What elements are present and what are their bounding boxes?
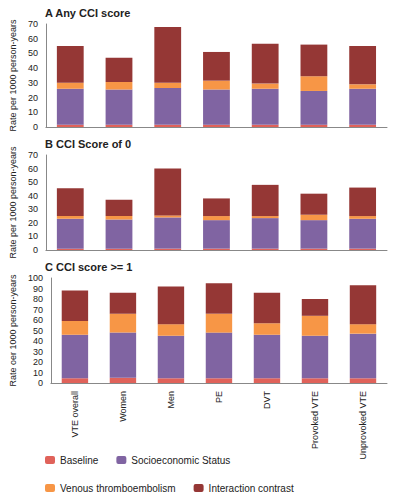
svg-text:70: 70 xyxy=(28,19,38,29)
svg-text:60: 60 xyxy=(33,315,43,325)
svg-text:50: 50 xyxy=(33,326,43,336)
svg-text:30: 30 xyxy=(28,204,38,214)
svg-text:Rate oer 1000 person-years: Rate oer 1000 person-years xyxy=(8,274,18,387)
svg-text:20: 20 xyxy=(28,218,38,228)
svg-text:50: 50 xyxy=(28,48,38,58)
svg-text:0: 0 xyxy=(38,378,43,388)
svg-text:80: 80 xyxy=(33,294,43,304)
svg-text:Interaction contrast: Interaction contrast xyxy=(209,483,294,494)
svg-text:Baseline: Baseline xyxy=(60,455,99,466)
svg-text:40: 40 xyxy=(28,63,38,73)
svg-text:60: 60 xyxy=(28,34,38,44)
svg-text:40: 40 xyxy=(28,191,38,201)
svg-text:90: 90 xyxy=(33,284,43,294)
svg-text:30: 30 xyxy=(33,347,43,357)
svg-text:20: 20 xyxy=(28,93,38,103)
svg-text:70: 70 xyxy=(28,150,38,160)
svg-text:C CCI score >= 1: C CCI score >= 1 xyxy=(45,261,132,273)
svg-text:Socioeconomic Status: Socioeconomic Status xyxy=(131,455,230,466)
svg-text:30: 30 xyxy=(28,78,38,88)
svg-text:10: 10 xyxy=(33,368,43,378)
svg-text:60: 60 xyxy=(28,164,38,174)
svg-text:Rate per 1000 person-years: Rate per 1000 person-years xyxy=(8,19,18,132)
svg-text:0: 0 xyxy=(33,122,38,132)
svg-text:Unprovoked VTE: Unprovoked VTE xyxy=(358,391,368,460)
svg-text:70: 70 xyxy=(33,305,43,315)
svg-text:PE: PE xyxy=(214,391,224,403)
svg-text:10: 10 xyxy=(28,107,38,117)
svg-text:Women: Women xyxy=(118,391,128,422)
svg-text:Provoked VTE: Provoked VTE xyxy=(310,391,320,449)
svg-text:10: 10 xyxy=(28,231,38,241)
svg-text:100: 100 xyxy=(28,273,43,283)
svg-text:B CCI Score of 0: B CCI Score of 0 xyxy=(45,138,131,150)
svg-text:A Any CCI score: A Any CCI score xyxy=(45,7,130,19)
svg-text:40: 40 xyxy=(33,336,43,346)
svg-text:50: 50 xyxy=(28,177,38,187)
svg-text:0: 0 xyxy=(33,245,38,255)
svg-text:Venous thromboembolism: Venous thromboembolism xyxy=(60,483,176,494)
svg-text:VTE overall: VTE overall xyxy=(70,391,80,438)
svg-text:Men: Men xyxy=(166,391,176,409)
svg-text:20: 20 xyxy=(33,357,43,367)
svg-text:DVT: DVT xyxy=(262,390,272,409)
svg-text:Rate per 1000 person-years: Rate per 1000 person-years xyxy=(8,146,18,259)
